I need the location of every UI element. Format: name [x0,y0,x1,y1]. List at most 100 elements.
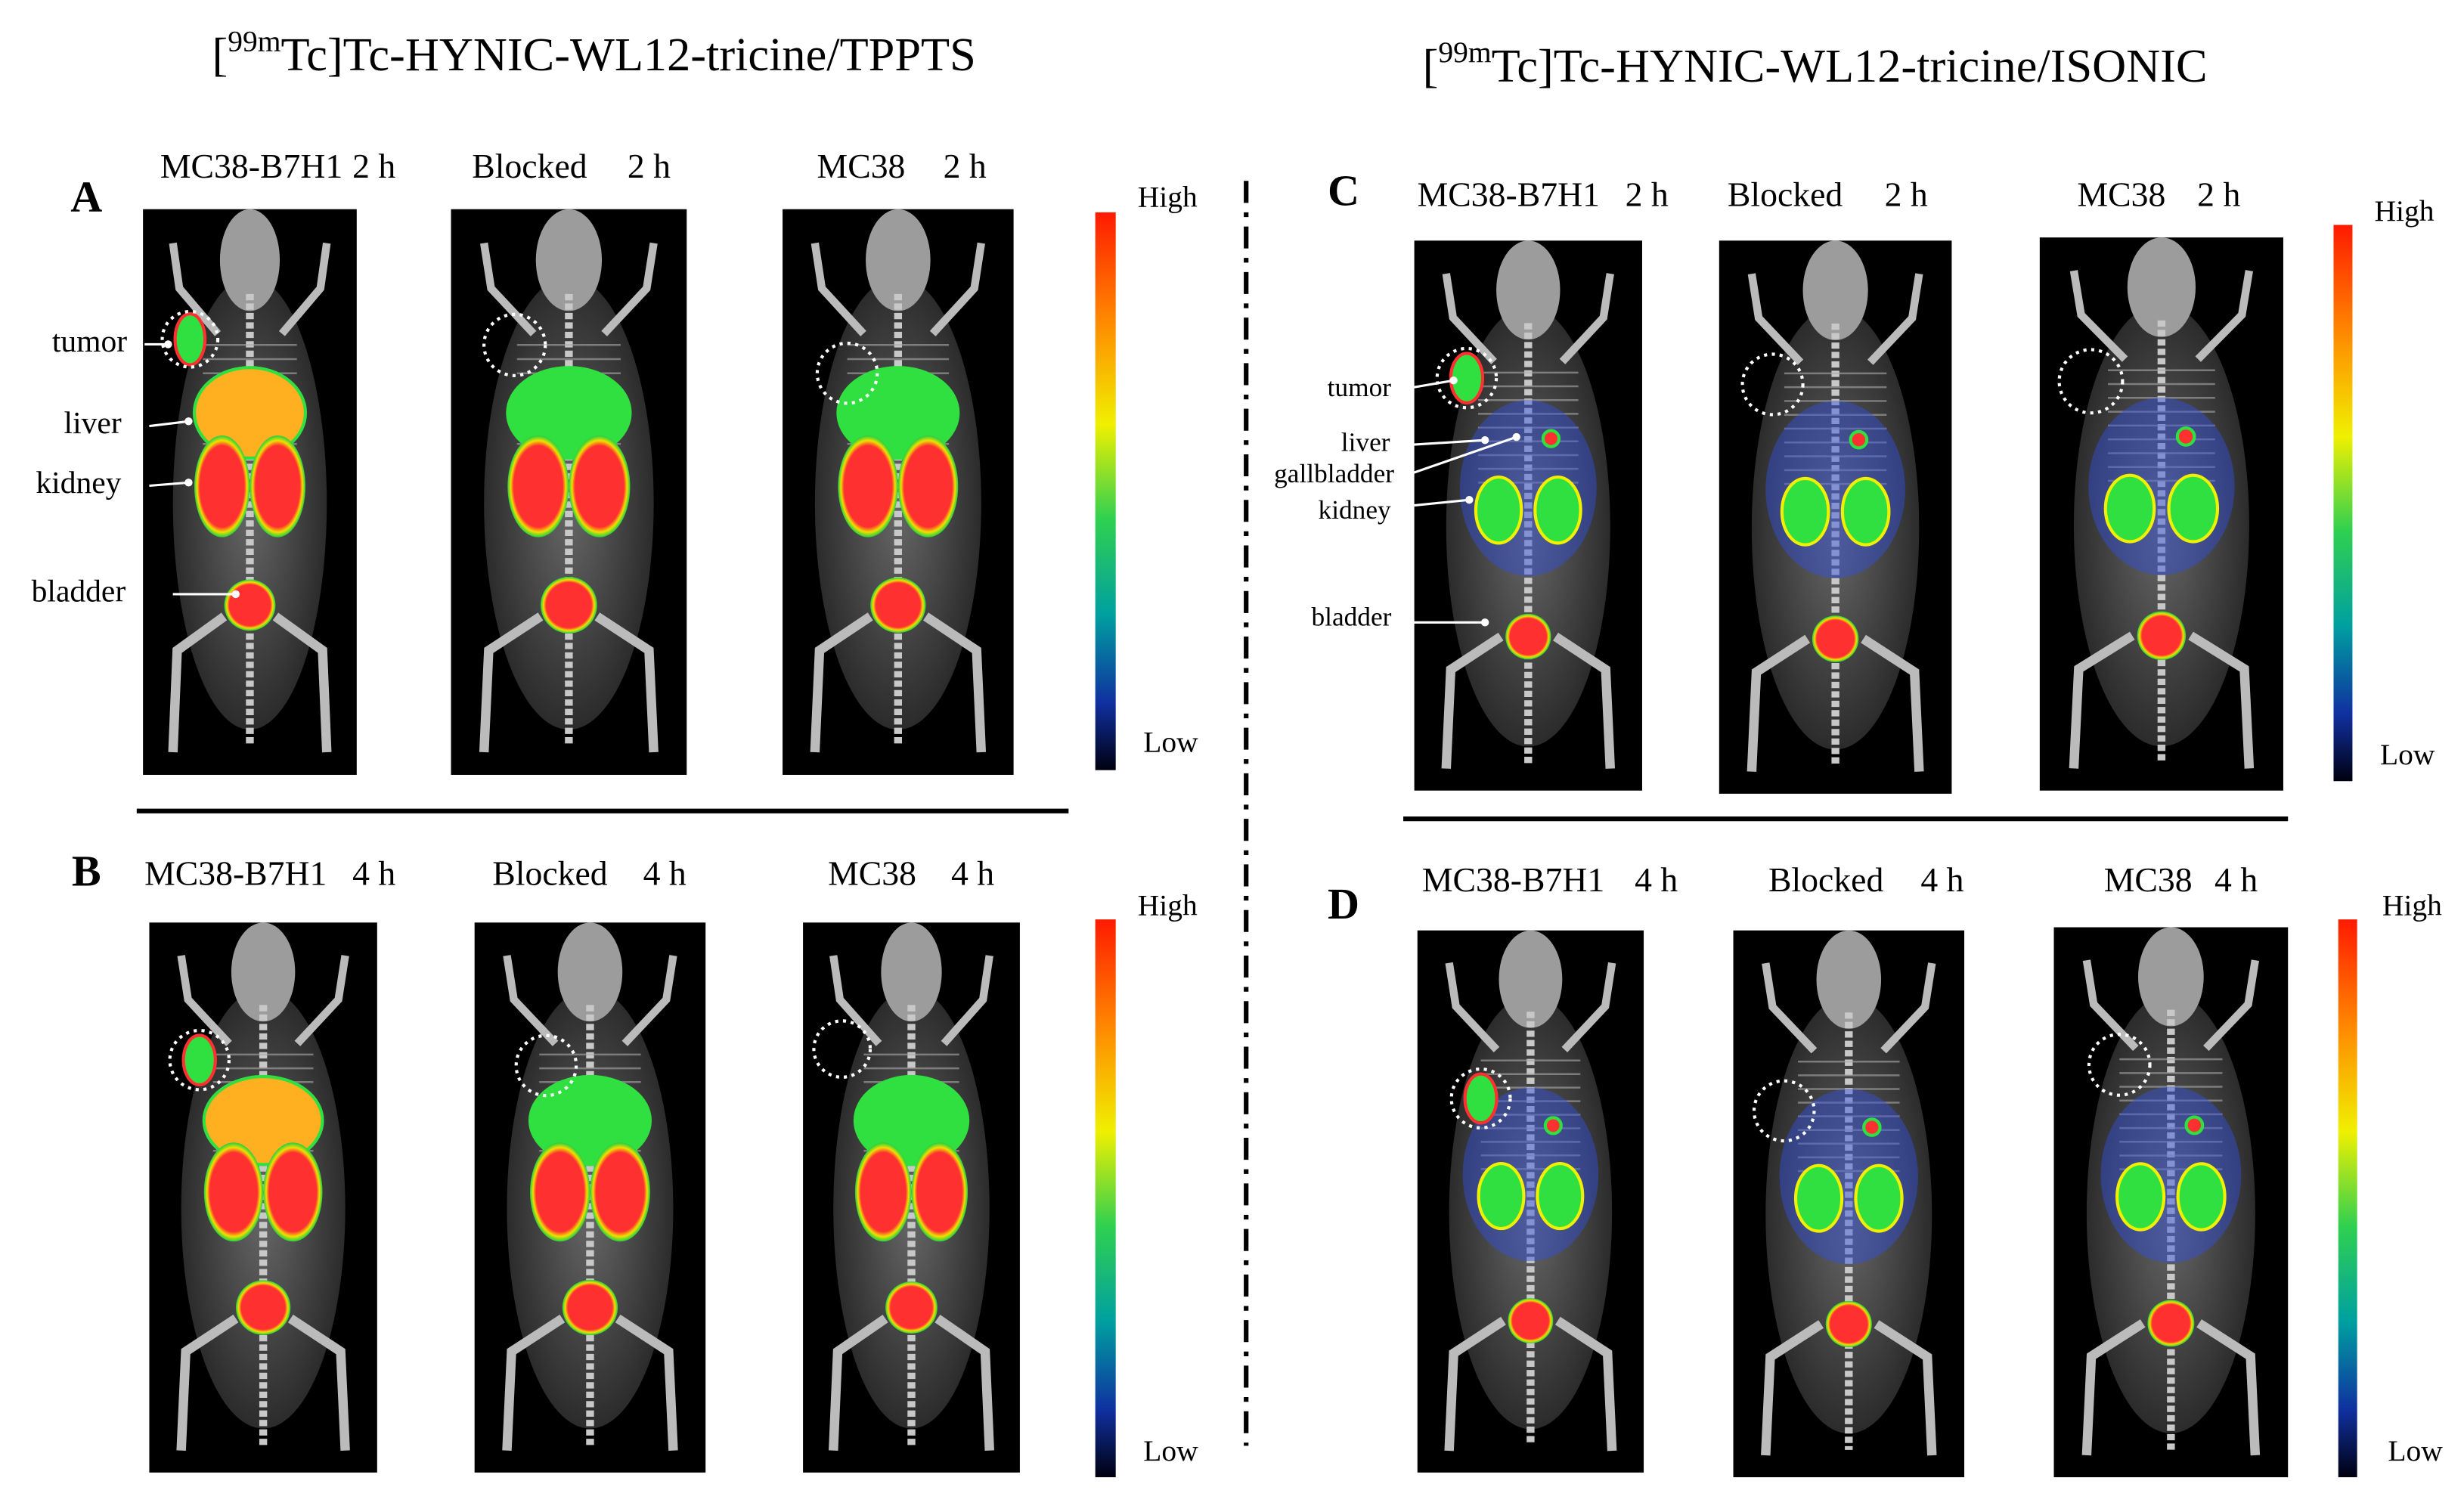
colorbar-low: Low [1143,726,1198,759]
colorbar-high: High [1138,889,1198,922]
image-caption: MC38-B7H1 [1418,175,1600,214]
colorbar-high: High [2375,194,2435,228]
mouse-forelimb [503,955,559,1046]
organ-arrow [1402,435,1517,478]
image-caption: MC38-B7H1 [160,147,342,185]
uptake [853,1074,970,1334]
kidney-uptake [1780,476,1830,547]
image-time: 2 h [944,147,987,185]
organ-arrow [1409,438,1486,447]
arrow-head [184,479,193,487]
kidney-uptake [1474,475,1523,545]
mouse-forelimb [2082,959,2139,1052]
colorbar-low: Low [2380,738,2435,771]
bladder-uptake [2137,611,2187,661]
bladder-uptake [1825,1300,1872,1348]
panel-label: A [70,172,102,222]
image-caption: MC38 [828,854,916,893]
colorbar-low: Low [1143,1434,1198,1467]
arrow-head [184,417,193,426]
panel-label: C [1328,166,1359,215]
colorbar [2338,919,2357,1478]
organ-arrow [149,481,189,488]
mouse-forelimb [601,242,658,336]
mouse-forelimb [278,242,331,336]
gallbladder-uptake [1543,1116,1563,1136]
kidney-uptake [2115,1162,2166,1232]
mouse-head [557,922,623,1022]
mouse-forelimb [1559,273,1614,364]
arrow-head [231,590,240,599]
mouse-torso [2073,303,2249,747]
mouse-torso [1751,307,1920,750]
colorbar-high: High [1138,180,1198,213]
mouse-head [2127,237,2196,337]
image-time: 2 h [352,147,395,185]
organ-label: tumor [52,324,127,358]
mouse-hindlimb [2069,631,2135,769]
arrow-head [1512,432,1520,442]
mouse-head [866,209,931,311]
kidney-uptake [854,1142,912,1242]
kidney-uptake [203,1142,264,1242]
image-time: 4 h [951,854,994,893]
kidney-uptake [2167,473,2220,544]
tumor-uptake [1463,1072,1499,1125]
image-time: 4 h [1635,860,1678,899]
organ-arrow [1406,498,1470,508]
image-caption: Blocked [472,147,587,185]
arrow-head [1449,376,1458,385]
organ-label: gallbladder [1274,459,1394,488]
mouse-forelimb [1445,962,1500,1053]
mouse-body [2081,927,2261,1456]
mouse-body [2069,237,2255,769]
bladder-uptake [2147,1300,2195,1347]
uptake [1462,1072,1599,1343]
title-text: Tc]Tc-HYNIC-WL12-tricine/ISONIC [1492,40,2208,92]
mouse-hindlimb [168,612,228,753]
mouse-forelimb [941,955,993,1046]
mouse-hindlimb [1553,632,1616,769]
mouse-hindlimb [272,612,332,753]
tumor-uptake [181,1033,217,1086]
uptake [2100,1086,2242,1347]
organ-label: liver [1341,428,1390,457]
kidney-uptake [1533,475,1582,545]
kidney-uptake [897,435,959,538]
image-caption: Blocked [492,854,607,893]
uptake [2088,398,2235,661]
title-superscript: 99m [1438,36,1491,69]
uptake [173,312,308,631]
mouse-hindlimb [1874,1320,1937,1456]
organ-label: liver [64,405,122,440]
organ-arrow [1398,379,1454,392]
organ-arrow [149,420,189,428]
bladder-uptake [1505,613,1551,660]
arrow-head [164,340,172,349]
mouse-forelimb [621,955,677,1046]
colorbar-low: Low [2388,1434,2443,1467]
organ-label: kidney [36,465,121,500]
bladder-uptake [1812,615,1859,662]
kidney-uptake [1536,1161,1585,1231]
uptake [1449,352,1597,660]
kidney-uptake [2103,473,2156,544]
image-caption: MC38-B7H1 [144,854,327,893]
uptake [528,1074,652,1336]
mouse-hindlimb [1746,634,1811,772]
gallbladder-uptake [2175,426,2196,447]
kidney-uptake [194,435,250,538]
image-caption: Blocked [1728,175,1843,214]
kidney-uptake [838,435,898,538]
tumor-circle [812,1019,872,1079]
mouse-forelimb [1880,962,1936,1054]
bladder-uptake [540,577,597,634]
kidney-uptake [1477,1161,1526,1231]
uptake [1779,1089,1918,1348]
mouse-forelimb [294,955,349,1046]
mouse-hindlimb [502,1314,566,1451]
uptake [1765,401,1905,662]
mouse-forelimb [929,242,985,336]
